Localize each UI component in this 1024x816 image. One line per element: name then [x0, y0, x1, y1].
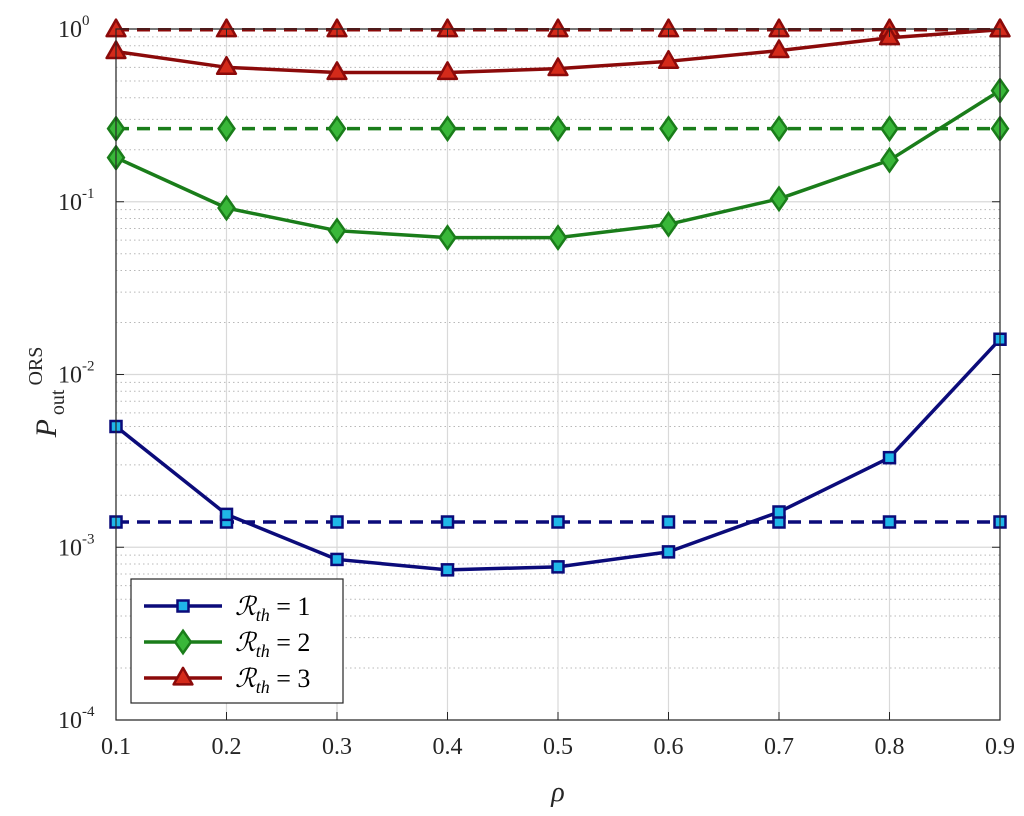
y-tick-label: 10-3 — [58, 531, 95, 561]
y-axis-label: P out ORS — [25, 347, 69, 439]
y-tick-label: 10-2 — [58, 359, 95, 389]
series-2 — [106, 77, 1010, 252]
y-tick-label: 10-4 — [58, 704, 95, 734]
legend-label: ℛth = 2 — [235, 628, 310, 661]
square-marker — [772, 505, 786, 519]
square-marker — [882, 450, 897, 465]
series-3 — [105, 18, 1011, 81]
legend-label-subscript: th — [256, 641, 270, 661]
triangle-marker — [215, 55, 238, 75]
triangle-marker — [172, 666, 194, 686]
legend-label: ℛth = 1 — [235, 592, 310, 625]
y-tick-label-exponent: -1 — [82, 186, 95, 202]
y-tick-label-exponent: -4 — [82, 704, 95, 720]
y-tick-label-base: 10 — [58, 17, 82, 43]
diamond-marker — [769, 185, 789, 213]
x-axis-label: ρ — [550, 777, 564, 808]
square-marker — [176, 599, 190, 613]
diamond-marker — [217, 115, 236, 143]
legend-label-subscript: th — [256, 605, 270, 625]
legend-label-symbol: ℛ — [235, 628, 258, 657]
triangle-marker — [547, 57, 569, 77]
diamond-marker — [548, 224, 568, 252]
diamond-marker — [438, 224, 457, 252]
square-marker — [219, 507, 234, 522]
y-tick-label-base: 10 — [58, 363, 82, 389]
y-tick-label-base: 10 — [58, 708, 82, 734]
legend-label-symbol: ℛ — [235, 592, 258, 621]
x-tick-label: 0.1 — [101, 734, 131, 760]
series-1 — [109, 332, 1007, 577]
y-axis-label-subscript: out — [47, 389, 69, 415]
legend-label-value: = 1 — [270, 592, 311, 621]
x-tick-label: 0.4 — [433, 734, 463, 760]
diamond-marker — [659, 210, 678, 238]
y-tick-label-base: 10 — [58, 535, 82, 561]
x-tick-label: 0.2 — [212, 734, 242, 760]
square-marker — [661, 545, 676, 559]
diamond-marker — [769, 115, 789, 143]
diamond-marker — [173, 628, 193, 656]
y-tick-label-exponent: 0 — [82, 13, 90, 29]
legend-label-value: = 3 — [270, 664, 311, 693]
y-tick-label-exponent: -3 — [82, 531, 95, 547]
diamond-marker — [327, 115, 347, 143]
axis-ticks: 0.1 0.2 0.3 0.4 0.5 0.6 0.7 0.8 0.910-410-310-21… — [58, 13, 1015, 760]
y-axis-label-base: P — [30, 419, 63, 438]
square-marker — [330, 552, 344, 567]
triangle-marker — [768, 39, 790, 59]
data-series — [105, 18, 1011, 577]
x-tick-label: 0.7 — [764, 734, 794, 760]
diamond-marker — [438, 115, 457, 143]
legend-label-value: = 2 — [270, 628, 311, 657]
y-tick-label: 10-1 — [58, 186, 95, 216]
triangle-marker — [436, 61, 459, 81]
square-marker — [882, 515, 897, 529]
legend-label-symbol: ℛ — [235, 664, 258, 693]
square-marker — [551, 560, 565, 574]
square-marker — [330, 515, 344, 529]
y-axis-label-superscript: ORS — [25, 347, 47, 386]
square-marker — [551, 515, 565, 529]
square-marker — [440, 563, 455, 577]
x-tick-label: 0.3 — [322, 734, 352, 760]
diamond-marker — [327, 217, 347, 245]
diamond-marker — [217, 194, 236, 222]
triangle-marker — [326, 61, 348, 81]
legend-label: ℛth = 3 — [235, 664, 310, 697]
x-tick-label: 0.8 — [875, 734, 905, 760]
square-marker — [440, 515, 455, 529]
square-marker — [661, 515, 676, 529]
x-tick-label: 0.9 — [985, 734, 1015, 760]
legend-label-subscript: th — [256, 677, 270, 697]
y-tick-label-exponent: -2 — [82, 359, 95, 375]
x-tick-label: 0.6 — [654, 734, 684, 760]
diamond-marker — [880, 146, 899, 174]
y-tick-label-base: 10 — [58, 190, 82, 216]
x-tick-label: 0.5 — [543, 734, 573, 760]
triangle-marker — [657, 49, 680, 69]
diamond-marker — [548, 115, 568, 143]
y-tick-label: 100 — [58, 13, 90, 43]
diamond-marker — [880, 115, 899, 143]
diamond-marker — [659, 115, 678, 143]
